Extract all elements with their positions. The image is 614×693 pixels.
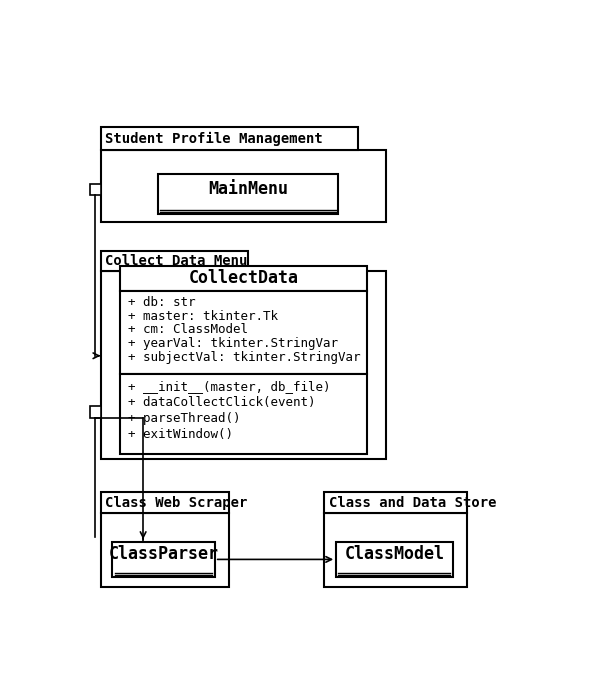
Text: + dataCollectClick(event): + dataCollectClick(event) — [128, 396, 316, 410]
Bar — [101, 493, 229, 513]
Bar — [90, 184, 101, 195]
Bar — [101, 513, 229, 588]
Text: + exitWindow(): + exitWindow() — [128, 428, 233, 441]
Bar — [120, 374, 367, 454]
Text: + yearVal: tkinter.StringVar: + yearVal: tkinter.StringVar — [128, 337, 338, 350]
Text: MainMenu: MainMenu — [208, 179, 288, 198]
Bar — [101, 150, 386, 222]
Text: CollectData: CollectData — [188, 270, 298, 288]
Text: Class and Data Store: Class and Data Store — [329, 495, 497, 509]
Text: Student Profile Management: Student Profile Management — [106, 132, 323, 146]
Bar — [324, 513, 467, 588]
Text: + master: tkinter.Tk: + master: tkinter.Tk — [128, 310, 278, 322]
Bar — [158, 174, 338, 214]
Text: + __init__(master, db_file): + __init__(master, db_file) — [128, 380, 331, 394]
Text: Class Web Scraper: Class Web Scraper — [106, 495, 247, 509]
Text: + db: str: + db: str — [128, 296, 196, 309]
Text: + cm: ClassModel: + cm: ClassModel — [128, 324, 248, 336]
Bar — [101, 128, 357, 150]
Bar — [112, 542, 215, 577]
Bar — [120, 265, 367, 291]
Text: ClassModel: ClassModel — [344, 545, 445, 563]
Text: + subjectVal: tkinter.StringVar: + subjectVal: tkinter.StringVar — [128, 351, 360, 364]
Bar — [101, 271, 386, 459]
Text: Collect Data Menu: Collect Data Menu — [106, 254, 247, 268]
Bar — [90, 406, 101, 418]
Bar — [336, 542, 453, 577]
Bar — [324, 493, 467, 513]
Bar — [120, 291, 367, 374]
Bar — [101, 251, 248, 271]
Text: ClassParser: ClassParser — [109, 545, 219, 563]
Text: + parseThread(): + parseThread() — [128, 412, 241, 426]
